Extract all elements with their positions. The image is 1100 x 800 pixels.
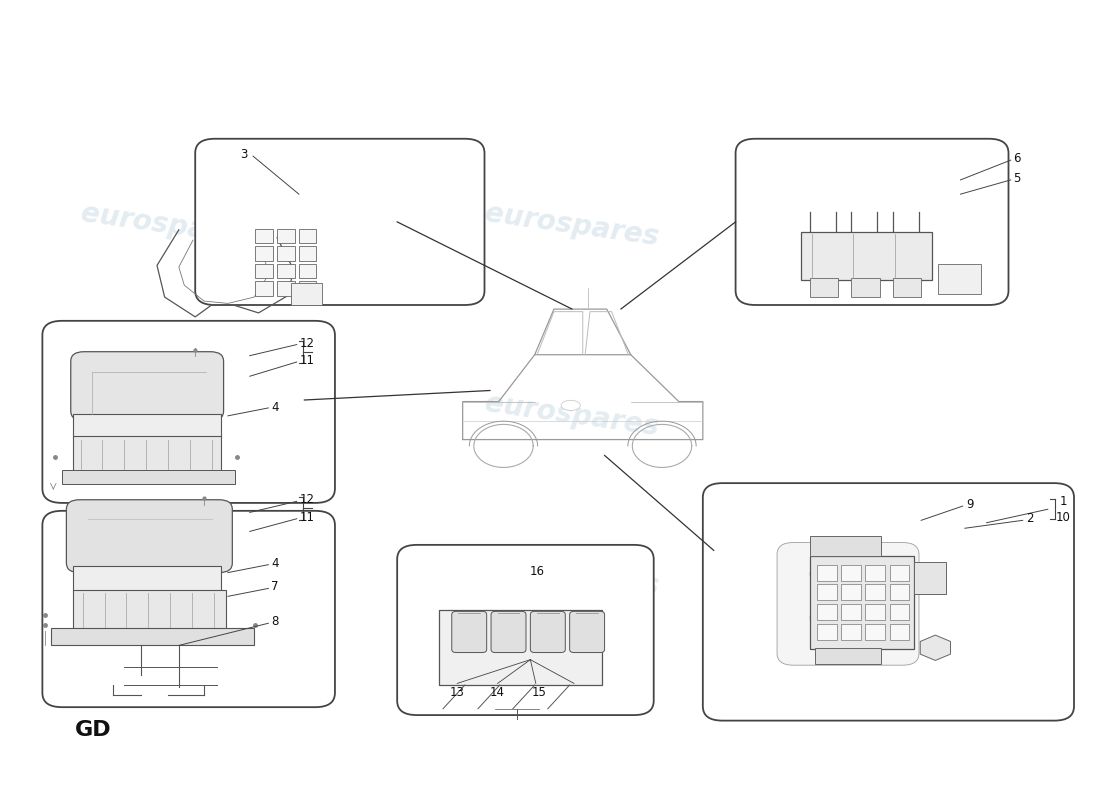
FancyBboxPatch shape — [397, 545, 653, 715]
FancyBboxPatch shape — [195, 138, 484, 305]
Bar — [299, 246, 317, 261]
Circle shape — [810, 565, 836, 584]
Bar — [817, 585, 837, 600]
Bar — [51, 628, 254, 646]
Text: 13: 13 — [450, 686, 464, 699]
Bar — [842, 565, 861, 581]
Text: eurospares: eurospares — [79, 548, 256, 600]
Text: 6: 6 — [1013, 152, 1021, 165]
Bar — [842, 585, 861, 600]
Bar — [810, 536, 881, 556]
Bar — [255, 264, 273, 278]
Bar — [890, 585, 910, 600]
FancyBboxPatch shape — [736, 138, 1009, 305]
Text: 1: 1 — [1059, 495, 1067, 508]
FancyBboxPatch shape — [570, 611, 605, 653]
Bar — [73, 590, 226, 630]
Circle shape — [810, 608, 836, 627]
FancyBboxPatch shape — [452, 611, 486, 653]
Text: 4: 4 — [271, 557, 278, 570]
Bar — [255, 229, 273, 243]
Text: 10: 10 — [1056, 510, 1070, 524]
Bar — [277, 282, 295, 295]
Bar — [277, 229, 295, 243]
Text: 11: 11 — [300, 354, 315, 367]
Text: 15: 15 — [531, 686, 547, 699]
Bar — [815, 648, 881, 664]
Text: 8: 8 — [272, 615, 278, 628]
Bar — [73, 566, 221, 591]
FancyBboxPatch shape — [703, 483, 1074, 721]
Bar — [277, 264, 295, 278]
Bar — [73, 437, 221, 471]
Bar — [255, 282, 273, 295]
Bar — [299, 282, 317, 295]
Bar — [817, 604, 837, 620]
Text: eurospares: eurospares — [483, 390, 661, 442]
Bar — [890, 604, 910, 620]
Text: 11: 11 — [300, 510, 315, 524]
Bar — [73, 414, 221, 438]
Text: 14: 14 — [491, 686, 505, 699]
Ellipse shape — [561, 400, 581, 410]
Bar — [913, 562, 946, 594]
Bar — [810, 556, 913, 650]
Text: 5: 5 — [1013, 172, 1021, 185]
Bar — [277, 246, 295, 261]
Bar — [817, 565, 837, 581]
Text: 7: 7 — [271, 580, 278, 594]
Text: 4: 4 — [271, 402, 278, 414]
Bar — [851, 278, 880, 297]
Text: 16: 16 — [529, 566, 544, 578]
Bar — [866, 585, 886, 600]
FancyBboxPatch shape — [66, 500, 232, 573]
Text: 12: 12 — [300, 494, 315, 506]
FancyBboxPatch shape — [43, 511, 334, 707]
Bar — [842, 604, 861, 620]
Text: 2: 2 — [1026, 512, 1034, 526]
Text: eurospares: eurospares — [483, 548, 661, 600]
Bar — [890, 565, 910, 581]
Bar — [299, 264, 317, 278]
Text: 9: 9 — [967, 498, 974, 511]
FancyBboxPatch shape — [70, 352, 223, 421]
Bar — [893, 278, 921, 297]
Bar — [62, 470, 234, 484]
Bar — [937, 264, 981, 294]
Text: eurospares: eurospares — [79, 200, 256, 252]
Bar — [866, 604, 886, 620]
FancyBboxPatch shape — [43, 321, 334, 503]
Text: eurospares: eurospares — [483, 200, 661, 252]
Bar — [842, 624, 861, 640]
Bar — [866, 565, 886, 581]
Text: 3: 3 — [241, 148, 248, 161]
Text: GD: GD — [76, 720, 112, 740]
FancyBboxPatch shape — [530, 611, 565, 653]
Polygon shape — [921, 635, 950, 661]
Bar — [299, 229, 317, 243]
Bar — [439, 610, 603, 685]
Bar — [866, 624, 886, 640]
Bar — [801, 232, 932, 280]
FancyBboxPatch shape — [777, 542, 918, 666]
Text: eurospares: eurospares — [79, 390, 256, 442]
Bar — [890, 624, 910, 640]
Bar — [817, 624, 837, 640]
Bar — [810, 278, 838, 297]
Bar — [292, 283, 322, 305]
Text: 12: 12 — [300, 337, 315, 350]
FancyBboxPatch shape — [491, 611, 526, 653]
Bar — [255, 246, 273, 261]
